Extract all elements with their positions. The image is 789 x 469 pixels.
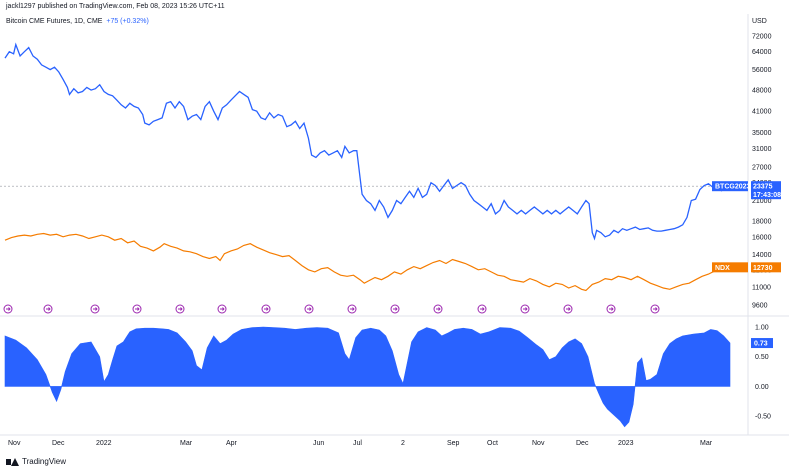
event-marker-icon[interactable]: [520, 304, 530, 314]
event-marker-arrow: [480, 307, 485, 311]
price-tick-label: 27000: [752, 164, 772, 171]
x-tick-label: Nov: [8, 440, 21, 447]
event-marker-arrow: [93, 307, 98, 311]
event-marker-arrow: [523, 307, 528, 311]
event-marker-arrow: [6, 307, 11, 311]
corr-tick-label: -0.50: [755, 414, 771, 421]
ndx-badge-symbol: NDX: [715, 265, 730, 272]
btc-badge-countdown: 17:43:08: [753, 192, 781, 199]
ndx-badge-value: 12730: [753, 265, 773, 272]
event-marker-arrow: [393, 307, 398, 311]
event-marker-icon[interactable]: [606, 304, 616, 314]
event-marker-icon[interactable]: [175, 304, 185, 314]
price-tick-label: 21000: [752, 198, 772, 205]
x-tick-label: 2: [401, 440, 405, 447]
price-tick-label: 64000: [752, 49, 772, 56]
x-tick-label: Sep: [447, 440, 460, 447]
event-marker-arrow: [566, 307, 571, 311]
event-marker-icon[interactable]: [433, 304, 443, 314]
corr-badge-box: [751, 338, 773, 349]
price-tick-label: 11000: [752, 284, 771, 291]
x-tick-label: Apr: [226, 440, 238, 447]
price-tick-label: 72000: [752, 34, 772, 41]
event-marker-arrow: [609, 307, 614, 311]
price-tick-label: 18000: [752, 219, 772, 226]
corr-badge: 0.73: [751, 338, 773, 349]
footer: TradingView: [6, 457, 66, 466]
price-change: +75 (+0.32%): [106, 18, 149, 25]
ndx-badge-label-box: [712, 262, 748, 273]
currency-label: USD: [752, 18, 767, 25]
correlation-area: [4, 326, 731, 428]
x-tick-label: 2023: [618, 440, 634, 447]
event-marker-icon[interactable]: [304, 304, 314, 314]
price-tick-label: 14000: [752, 252, 772, 259]
event-marker-icon[interactable]: [217, 304, 227, 314]
ndx-badge: NDX 12730: [712, 262, 781, 273]
event-marker-icon[interactable]: [90, 304, 100, 314]
x-tick-label: Jun: [313, 440, 324, 447]
publisher-line: jackl1297 published on TradingView.com, …: [6, 3, 225, 10]
event-marker-icon[interactable]: [563, 304, 573, 314]
x-tick-label: Mar: [700, 440, 713, 447]
event-marker-icon[interactable]: [347, 304, 357, 314]
price-tick-label: 9600: [752, 303, 768, 310]
tradingview-logo-icon: [6, 457, 19, 466]
price-tick-label: 35000: [752, 130, 772, 137]
ndx-badge-value-box: [751, 262, 781, 273]
event-marker-arrow: [350, 307, 355, 311]
btc-series-line: [4, 42, 731, 241]
btc-badge-value-box: [751, 181, 781, 200]
event-marker-icon[interactable]: [261, 304, 271, 314]
corr-tick-label: 0.00: [755, 384, 769, 391]
event-marker-icon[interactable]: [3, 304, 13, 314]
x-tick-label: Dec: [576, 440, 589, 447]
price-tick-label: 31000: [752, 146, 772, 153]
x-tick-label: Mar: [180, 440, 193, 447]
event-marker-icon[interactable]: [477, 304, 487, 314]
x-tick-label: 2022: [96, 440, 112, 447]
event-marker-icon[interactable]: [132, 304, 142, 314]
event-marker-arrow: [653, 307, 658, 311]
event-marker-arrow: [178, 307, 183, 311]
price-tick-label: 16000: [752, 234, 772, 241]
corr-tick-label: 1.00: [755, 325, 769, 332]
event-marker-icon[interactable]: [650, 304, 660, 314]
event-marker-arrow: [220, 307, 225, 311]
x-tick-label: Nov: [532, 440, 545, 447]
x-tick-label: Dec: [52, 440, 65, 447]
price-tick-label: 56000: [752, 67, 772, 74]
event-marker-arrow: [135, 307, 140, 311]
ndx-series-line: [4, 232, 731, 292]
btc-badge-value: 23375: [753, 184, 773, 191]
x-tick-label: Oct: [487, 440, 498, 447]
event-marker-arrow: [264, 307, 269, 311]
event-marker-arrow: [436, 307, 441, 311]
symbol-legend: Bitcoin CME Futures, 1D, CME +75 (+0.32%…: [6, 18, 149, 25]
price-tick-label: 48000: [752, 88, 772, 95]
corr-tick-label: 0.50: [755, 354, 769, 361]
btc-badge-label-box: [712, 181, 748, 192]
event-marker-arrow: [307, 307, 312, 311]
footer-brand: TradingView: [22, 457, 67, 466]
event-marker-icon[interactable]: [43, 304, 53, 314]
symbol-name: Bitcoin CME Futures, 1D, CME: [6, 18, 103, 25]
btc-badge-symbol: BTCG2023: [715, 184, 751, 191]
corr-badge-value: 0.73: [754, 341, 768, 348]
x-tick-label: Jul: [353, 440, 362, 447]
event-marker-arrow: [46, 307, 51, 311]
price-tick-label: 41000: [752, 109, 772, 116]
event-marker-icon[interactable]: [390, 304, 400, 314]
